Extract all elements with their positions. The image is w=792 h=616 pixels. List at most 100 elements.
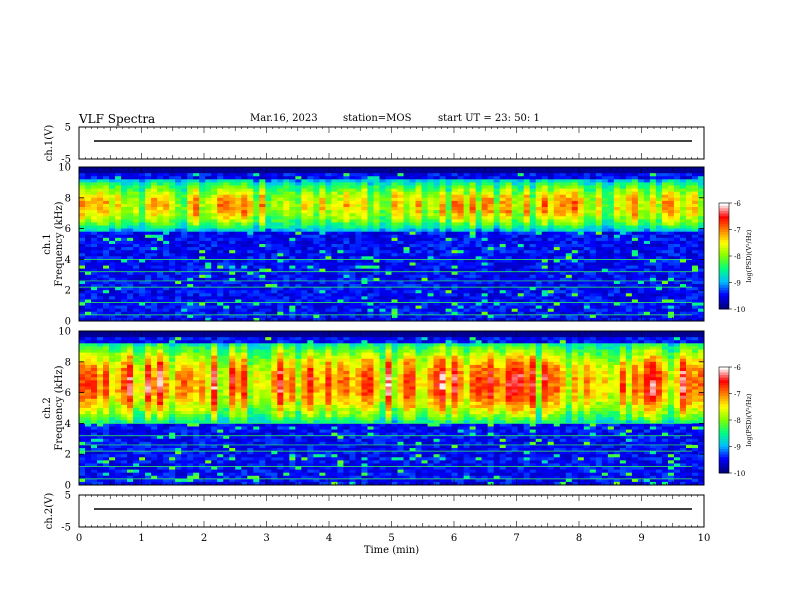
psd-cell: [572, 247, 578, 250]
psd-cell: [590, 189, 596, 192]
psd-cell: [265, 244, 271, 247]
psd-cell: [476, 241, 482, 244]
psd-cell: [500, 244, 506, 247]
psd-cell: [554, 244, 560, 247]
psd-cell: [590, 262, 596, 265]
psd-cell: [205, 244, 211, 247]
psd-cell: [367, 281, 373, 284]
psd-cell: [343, 170, 349, 173]
psd-cell: [175, 204, 181, 207]
psd-cell: [398, 204, 404, 207]
psd-cell: [85, 204, 91, 207]
psd-cell: [428, 266, 434, 269]
psd-cell: [566, 185, 572, 188]
psd-cell: [548, 303, 554, 306]
psd-cell: [422, 293, 428, 296]
psd-cell: [91, 210, 97, 213]
psd-cell: [211, 241, 217, 244]
psd-cell: [584, 210, 590, 213]
psd-cell: [355, 287, 361, 290]
psd-cell: [367, 315, 373, 318]
psd-cell: [506, 204, 512, 207]
psd-cell: [476, 207, 482, 210]
psd-cell: [91, 182, 97, 185]
psd-cell: [632, 266, 638, 269]
psd-cell: [590, 222, 596, 225]
psd-cell: [235, 207, 241, 210]
psd-cell: [512, 290, 518, 293]
psd-cell: [355, 296, 361, 299]
psd-cell: [500, 250, 506, 253]
psd-cell: [494, 266, 500, 269]
psd-cell: [163, 207, 169, 210]
psd-cell: [458, 207, 464, 210]
psd-cell: [115, 204, 121, 207]
psd-cell: [506, 281, 512, 284]
psd-cell: [247, 232, 253, 235]
psd-cell: [139, 259, 145, 262]
psd-cell: [536, 238, 542, 241]
psd-cell: [187, 238, 193, 241]
psd-cell: [331, 179, 337, 182]
psd-cell: [367, 266, 373, 269]
psd-cell: [319, 198, 325, 201]
psd-cell: [596, 226, 602, 229]
psd-cell: [349, 229, 355, 232]
psd-cell: [608, 185, 614, 188]
psd-cell: [235, 170, 241, 173]
psd-cell: [638, 253, 644, 256]
psd-cell: [578, 306, 584, 309]
psd-cell: [343, 226, 349, 229]
psd-cell: [440, 219, 446, 222]
psd-cell: [121, 272, 127, 275]
psd-cell: [265, 210, 271, 213]
psd-cell: [193, 179, 199, 182]
psd-cell: [229, 176, 235, 179]
psd-cell: [536, 222, 542, 225]
psd-cell: [121, 216, 127, 219]
psd-cell: [494, 198, 500, 201]
psd-cell: [482, 173, 488, 176]
psd-cell: [289, 222, 295, 225]
psd-cell: [379, 259, 385, 262]
psd-cell: [103, 213, 109, 216]
psd-cell: [127, 179, 133, 182]
psd-cell: [97, 226, 103, 229]
psd-cell: [644, 290, 650, 293]
psd-cell: [518, 241, 524, 244]
psd-cell: [325, 287, 331, 290]
psd-cell: [289, 167, 295, 170]
psd-cell: [572, 253, 578, 256]
psd-cell: [379, 309, 385, 312]
psd-cell: [416, 272, 422, 275]
psd-cell: [169, 232, 175, 235]
psd-cell: [247, 226, 253, 229]
psd-cell: [644, 315, 650, 318]
psd-cell: [145, 179, 151, 182]
psd-cell: [319, 287, 325, 290]
psd-cell: [392, 244, 398, 247]
psd-cell: [373, 207, 379, 210]
psd-cell: [151, 213, 157, 216]
psd-cell: [193, 306, 199, 309]
psd-cell: [572, 195, 578, 198]
psd-cell: [536, 247, 542, 250]
psd-cell: [247, 253, 253, 256]
psd-cell: [367, 244, 373, 247]
psd-cell: [241, 226, 247, 229]
psd-cell: [361, 222, 367, 225]
psd-cell: [494, 315, 500, 318]
psd-cell: [494, 213, 500, 216]
psd-cell: [602, 176, 608, 179]
psd-cell: [247, 219, 253, 222]
psd-cell: [325, 167, 331, 170]
psd-cell: [626, 210, 632, 213]
psd-cell: [127, 167, 133, 170]
psd-cell: [530, 232, 536, 235]
psd-cell: [398, 244, 404, 247]
psd-cell: [458, 253, 464, 256]
psd-cell: [572, 303, 578, 306]
psd-cell: [169, 315, 175, 318]
psd-cell: [241, 241, 247, 244]
psd-cell: [542, 182, 548, 185]
